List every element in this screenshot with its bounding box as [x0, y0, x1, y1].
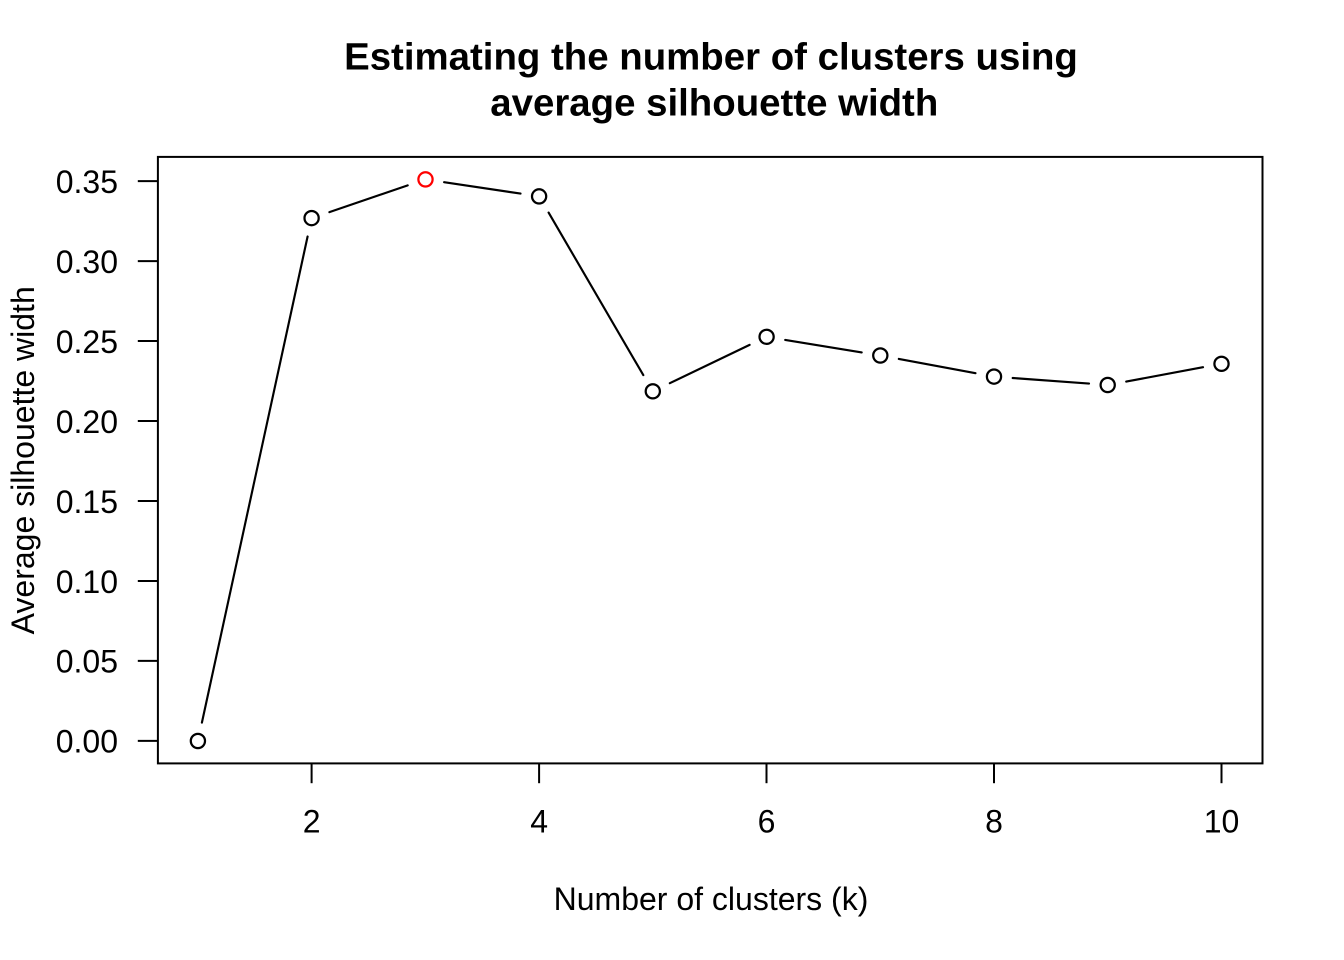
svg-text:8: 8	[985, 804, 1003, 840]
svg-text:0.35: 0.35	[56, 164, 118, 200]
svg-text:4: 4	[530, 804, 548, 840]
svg-text:0.15: 0.15	[56, 484, 118, 520]
svg-text:0.00: 0.00	[56, 724, 118, 760]
svg-text:0.25: 0.25	[56, 324, 118, 360]
svg-text:Average silhouette width: Average silhouette width	[5, 286, 41, 634]
svg-text:0.10: 0.10	[56, 564, 118, 600]
svg-text:average silhouette width: average silhouette width	[490, 82, 938, 125]
svg-text:2: 2	[303, 804, 321, 840]
svg-text:0.05: 0.05	[56, 644, 118, 680]
svg-text:10: 10	[1204, 804, 1240, 840]
svg-text:Number of clusters (k): Number of clusters (k)	[554, 881, 869, 917]
svg-text:0.20: 0.20	[56, 404, 118, 440]
svg-text:0.30: 0.30	[56, 244, 118, 280]
svg-text:Estimating the number of clust: Estimating the number of clusters using	[344, 36, 1078, 79]
svg-text:6: 6	[758, 804, 776, 840]
